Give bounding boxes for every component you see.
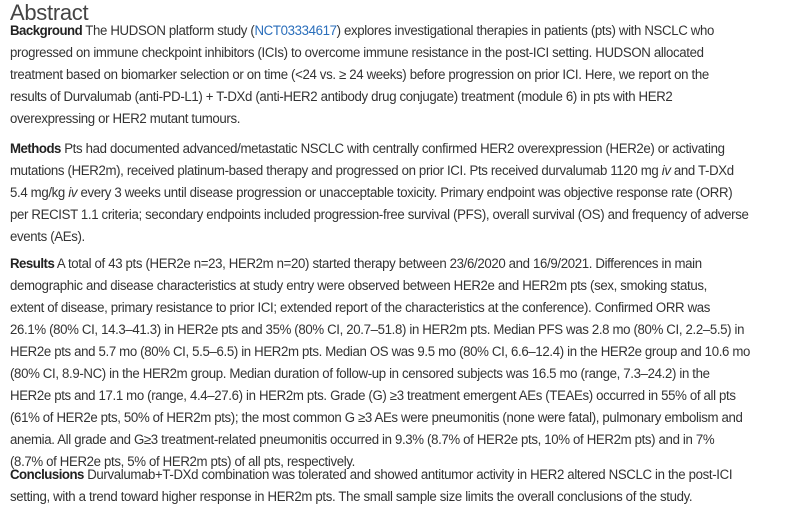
text-line: Conclusions Durvalumab+T-DXd combination… bbox=[10, 464, 780, 486]
text-line: Results A total of 43 pts (HER2e n=23, H… bbox=[10, 253, 780, 275]
background-section: Background The HUDSON platform study (NC… bbox=[10, 20, 790, 130]
text-segment: and T-DXd bbox=[670, 163, 734, 178]
text-segment: The HUDSON platform study ( bbox=[82, 23, 255, 38]
methods-section: Methods Pts had documented advanced/meta… bbox=[10, 138, 790, 248]
text-line: (61% of HER2e pts, 50% of HER2m pts); th… bbox=[10, 407, 780, 429]
conclusions-label: Conclusions bbox=[10, 467, 84, 482]
abstract-heading: Abstract bbox=[10, 0, 89, 25]
trial-id-link[interactable]: NCT03334617 bbox=[254, 23, 337, 38]
text-segment: HER2e pts and 17.1 mo (range, 4.4–27.6) … bbox=[10, 388, 736, 403]
text-line: demographic and disease characteristics … bbox=[10, 275, 780, 297]
text-line: treatment based on biomarker selection o… bbox=[10, 64, 780, 86]
text-segment: setting, with a trend toward higher resp… bbox=[10, 489, 693, 504]
text-segment: A total of 43 pts (HER2e n=23, HER2m n=2… bbox=[54, 256, 702, 271]
text-line: extent of disease, primary resistance to… bbox=[10, 297, 780, 319]
text-line: 26.1% (80% CI, 14.3–41.3) in HER2e pts a… bbox=[10, 319, 780, 341]
text-line: (80% CI, 8.9-NC) in the HER2m group. Med… bbox=[10, 363, 780, 385]
text-segment: extent of disease, primary resistance to… bbox=[10, 300, 711, 315]
results-section: Results A total of 43 pts (HER2e n=23, H… bbox=[10, 253, 790, 473]
text-line: per RECIST 1.1 criteria; secondary endpo… bbox=[10, 204, 780, 226]
text-segment: anemia. All grade and G≥3 treatment-rela… bbox=[10, 432, 715, 447]
text-segment: treatment based on biomarker selection o… bbox=[10, 67, 709, 82]
text-segment: results of Durvalumab (anti-PD-L1) + T-D… bbox=[10, 89, 673, 104]
text-segment: per RECIST 1.1 criteria; secondary endpo… bbox=[10, 207, 749, 222]
text-segment: (8.7% of HER2e pts, 5% of HER2m pts) of … bbox=[10, 454, 355, 469]
text-segment: overexpressing or HER2 mutant tumours. bbox=[10, 111, 241, 126]
text-line: progressed on immune checkpoint inhibito… bbox=[10, 42, 780, 64]
text-segment: every 3 weeks until disease progression … bbox=[77, 185, 733, 200]
text-segment: 5.4 mg/kg bbox=[10, 185, 69, 200]
text-line: HER2e pts and 5.7 mo (80% CI, 5.5–6.5) i… bbox=[10, 341, 780, 363]
text-line: overexpressing or HER2 mutant tumours. bbox=[10, 108, 780, 130]
methods-label: Methods bbox=[10, 141, 61, 156]
text-segment: Durvalumab+T-DXd combination was tolerat… bbox=[83, 467, 733, 482]
text-line: events (AEs). bbox=[10, 226, 780, 248]
text-line: HER2e pts and 17.1 mo (range, 4.4–27.6) … bbox=[10, 385, 780, 407]
text-line: mutations (HER2m), received platinum-bas… bbox=[10, 160, 780, 182]
text-segment: events (AEs). bbox=[10, 229, 85, 244]
italic-text: iv bbox=[661, 163, 671, 178]
text-segment: HER2e pts and 5.7 mo (80% CI, 5.5–6.5) i… bbox=[10, 344, 751, 359]
text-line: setting, with a trend toward higher resp… bbox=[10, 486, 780, 508]
text-segment: 26.1% (80% CI, 14.3–41.3) in HER2e pts a… bbox=[10, 322, 745, 337]
text-segment: mutations (HER2m), received platinum-bas… bbox=[10, 163, 662, 178]
conclusions-section: Conclusions Durvalumab+T-DXd combination… bbox=[10, 464, 790, 508]
text-segment: demographic and disease characteristics … bbox=[10, 278, 707, 293]
italic-text: iv bbox=[68, 185, 78, 200]
text-line: 5.4 mg/kg iv every 3 weeks until disease… bbox=[10, 182, 780, 204]
text-segment: (61% of HER2e pts, 50% of HER2m pts); th… bbox=[10, 410, 743, 425]
text-line: (8.7% of HER2e pts, 5% of HER2m pts) of … bbox=[10, 451, 780, 473]
text-line: results of Durvalumab (anti-PD-L1) + T-D… bbox=[10, 86, 780, 108]
text-segment: Pts had documented advanced/metastatic N… bbox=[60, 141, 725, 156]
text-segment: (80% CI, 8.9-NC) in the HER2m group. Med… bbox=[10, 366, 710, 381]
text-line: anemia. All grade and G≥3 treatment-rela… bbox=[10, 429, 780, 451]
text-line: Background The HUDSON platform study (NC… bbox=[10, 20, 780, 42]
text-line: Methods Pts had documented advanced/meta… bbox=[10, 138, 780, 160]
results-label: Results bbox=[10, 256, 55, 271]
text-segment: ) explores investigational therapies in … bbox=[336, 23, 715, 38]
text-segment: progressed on immune checkpoint inhibito… bbox=[10, 45, 704, 60]
background-label: Background bbox=[10, 23, 83, 38]
